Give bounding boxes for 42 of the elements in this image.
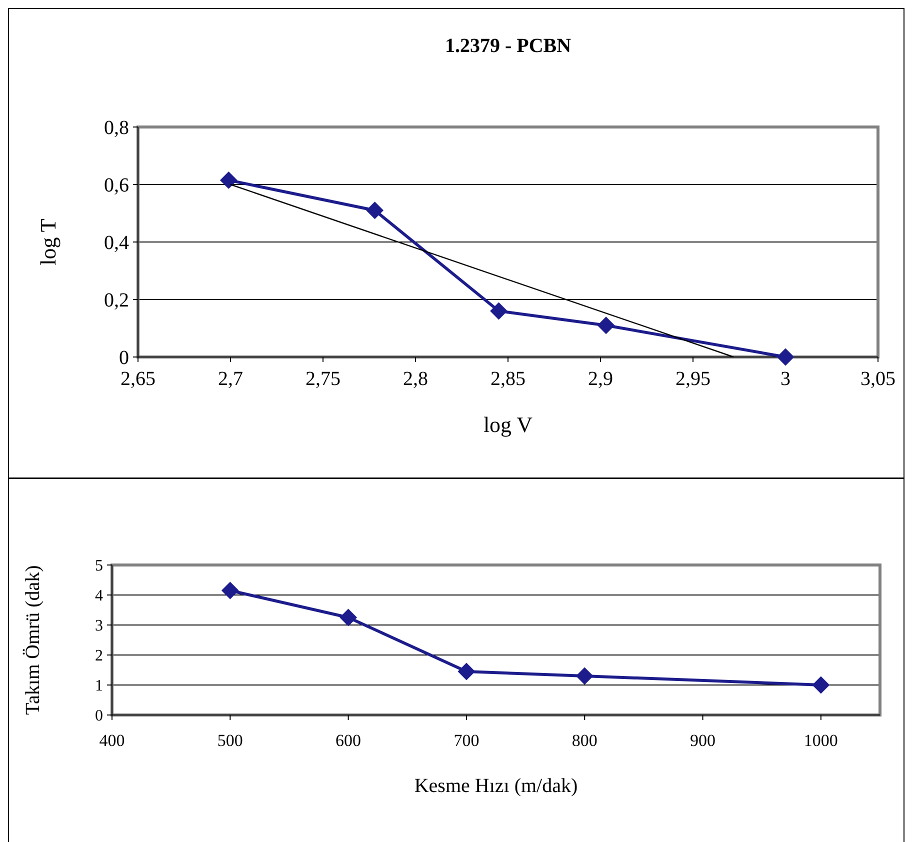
y-axis-title: log T xyxy=(36,218,61,266)
x-tick-label: 700 xyxy=(454,731,480,750)
chart-title: 1.2379 - PCBN xyxy=(444,35,572,57)
x-tick-label: 2,85 xyxy=(490,368,526,390)
x-axis-title: log V xyxy=(483,412,533,437)
x-axis-title: Kesme Hızı (m/dak) xyxy=(414,775,578,797)
y-tick-label: 0 xyxy=(95,708,103,725)
point xyxy=(340,609,357,626)
point xyxy=(777,348,794,366)
x-tick-label: 400 xyxy=(99,731,125,750)
y-axis-title: Takım Ömrü (dak) xyxy=(22,565,44,715)
x-tick-label: 2,9 xyxy=(588,368,613,390)
point xyxy=(598,316,615,334)
y-tick-label: 0,4 xyxy=(104,232,129,254)
y-tick-label: 1 xyxy=(95,678,103,695)
x-tick-label: 3,05 xyxy=(860,368,896,390)
x-tick-label: 800 xyxy=(572,731,598,750)
x-tick-label: 2,95 xyxy=(676,368,710,390)
point xyxy=(490,302,508,320)
x-tick-label: 900 xyxy=(690,731,716,750)
x-tick-label: 2,65 xyxy=(120,368,156,390)
x-tick-label: 500 xyxy=(217,731,243,750)
x-tick-label: 2,8 xyxy=(403,368,428,390)
point xyxy=(812,676,830,694)
point xyxy=(576,668,594,684)
y-tick-label: 0 xyxy=(119,347,129,369)
x-tick-label: 3 xyxy=(780,368,790,390)
y-tick-label: 0,6 xyxy=(104,174,129,196)
y-tick-label: 3 xyxy=(95,618,103,635)
y-tick-label: 5 xyxy=(95,558,103,575)
x-tick-label: 1000 xyxy=(804,731,838,750)
y-tick-label: 0,8 xyxy=(104,117,129,139)
point xyxy=(220,172,238,189)
x-tick-label: 2,7 xyxy=(218,368,243,390)
y-tick-label: 0,2 xyxy=(104,290,129,312)
point xyxy=(458,663,475,680)
x-tick-label: 600 xyxy=(336,731,362,750)
point xyxy=(366,202,384,219)
x-tick-label: 2,75 xyxy=(306,368,340,390)
y-tick-label: 2 xyxy=(95,648,103,665)
point xyxy=(222,582,239,599)
y-tick-label: 4 xyxy=(95,588,103,605)
